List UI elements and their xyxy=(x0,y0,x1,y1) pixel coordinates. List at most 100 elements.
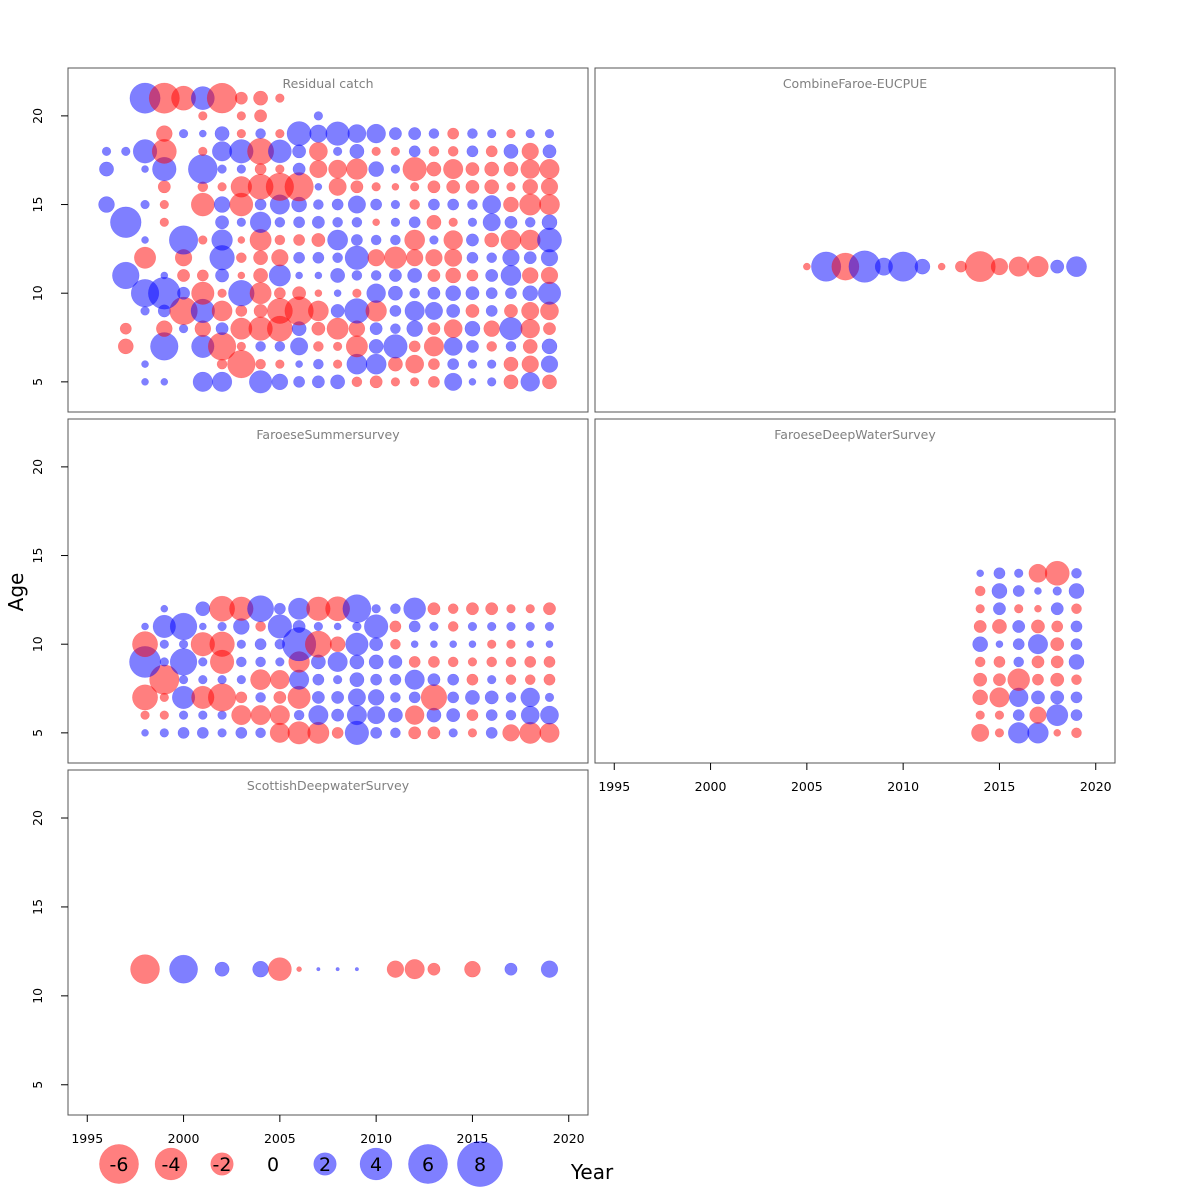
bubble-2008-age-11 xyxy=(333,622,342,631)
bubble-2002-age-21 xyxy=(206,82,238,114)
bubble-2016-age-7 xyxy=(484,690,499,705)
bubble-2002-age-11 xyxy=(215,268,230,283)
bubble-1999-age-19 xyxy=(156,125,173,142)
bubble-2015-age-9 xyxy=(993,656,1006,668)
bubble-2019-age-10 xyxy=(537,281,562,305)
bubble-2003-age-8 xyxy=(236,675,246,685)
bubble-2017-age-5 xyxy=(502,724,520,742)
bubble-2018-age-5 xyxy=(520,372,540,392)
bubble-2013-age-11 xyxy=(429,621,439,632)
bubble-2001-age-17 xyxy=(188,154,218,184)
bubble-2012-age-7 xyxy=(408,340,421,353)
bubble-2019-age-12 xyxy=(543,602,556,616)
bubble-2005-age-11 xyxy=(267,614,292,639)
bubble-2004-age-9 xyxy=(253,303,268,318)
bubble-2012-age-8 xyxy=(406,320,423,337)
bubble-1997-age-18 xyxy=(121,146,131,156)
bubble-2014-age-5 xyxy=(448,728,458,738)
bubble-2015-age-8 xyxy=(464,320,481,337)
bubble-2016-age-14 xyxy=(1014,568,1024,578)
bubble-2016-age-12 xyxy=(485,602,499,616)
bubble-2014-age-7 xyxy=(443,337,463,356)
bubble-2017-age-7 xyxy=(505,341,517,352)
bubble-2007-age-8 xyxy=(311,321,326,336)
bubble-2011-age-14 xyxy=(390,217,401,227)
bubble-1996-age-15 xyxy=(98,196,115,213)
bubble-2002-age-10 xyxy=(217,288,227,298)
bubble-2005-age-14 xyxy=(274,216,286,228)
bubble-2019-age-13 xyxy=(1068,583,1085,599)
panel-title: ScottishDeepwaterSurvey xyxy=(247,778,410,793)
bubble-2006-age-13 xyxy=(293,234,306,246)
bubble-1997-age-14 xyxy=(110,206,142,238)
bubble-2018-age-15 xyxy=(519,193,542,216)
bubble-2007-age-11 xyxy=(314,271,323,280)
bubble-1999-age-9 xyxy=(159,657,169,667)
bubble-2012-age-10 xyxy=(410,640,419,649)
bubble-2009-age-19 xyxy=(347,124,367,143)
bubble-2011-age-5 xyxy=(390,377,401,387)
bubble-2012-age-5 xyxy=(408,726,422,740)
bubble-2019-age-11.5 xyxy=(540,960,559,978)
bubble-2011-age-8 xyxy=(389,673,402,686)
y-tick-label: 20 xyxy=(30,459,45,475)
bubble-2011-age-11 xyxy=(389,620,402,633)
bubble-2008-age-5 xyxy=(330,374,346,390)
bubble-2014-age-13 xyxy=(443,230,463,250)
bubble-2004-age-9 xyxy=(255,656,266,668)
bubble-2017-age-10 xyxy=(506,639,516,649)
bubble-2010-age-12 xyxy=(367,249,385,267)
bubble-2016-age-10 xyxy=(485,287,498,300)
bubble-2007-age-9 xyxy=(308,300,329,322)
bubble-2009-age-10 xyxy=(352,288,362,298)
bubble-2014-age-17 xyxy=(443,159,464,180)
bubble-2019-age-11 xyxy=(540,266,559,285)
bubble-2012-age-9 xyxy=(408,656,421,668)
bubble-2014-age-7 xyxy=(447,691,460,704)
bubble-2012-age-11 xyxy=(408,620,421,633)
bubble-2002-age-11.5 xyxy=(214,961,230,977)
bubble-2007-age-6 xyxy=(308,705,329,726)
bubble-size-legend: -6 -4 -2 0 2 4 6 8 xyxy=(99,1141,503,1187)
bubble-2014-age-10 xyxy=(445,285,462,302)
bubble-2016-age-9 xyxy=(485,305,498,317)
bubble-2018-age-9 xyxy=(524,656,537,668)
bubble-2006-age-6 xyxy=(293,709,305,721)
bubble-2017-age-10 xyxy=(1027,634,1049,655)
bubble-2009-age-7 xyxy=(345,335,368,358)
bubble-2013-age-16 xyxy=(427,180,441,194)
bubble-2002-age-8 xyxy=(215,322,229,336)
legend-label: -4 xyxy=(162,1154,181,1176)
y-tick-label: 15 xyxy=(30,899,45,915)
bubble-2014-age-11 xyxy=(445,267,462,284)
bubble-2017-age-8 xyxy=(499,317,523,341)
bubble-2013-age-8 xyxy=(427,322,441,336)
bubble-2004-age-5 xyxy=(255,727,266,739)
bubble-1998-age-17 xyxy=(141,165,149,173)
panel-frame xyxy=(67,67,589,413)
bubble-2006-age-11 xyxy=(295,271,303,280)
bubble-1997-age-11 xyxy=(112,261,140,290)
y-tick-label: 20 xyxy=(30,810,45,826)
bubble-2002-age-19 xyxy=(214,126,230,142)
bubble-2011-age-11 xyxy=(388,269,402,282)
bubbles xyxy=(129,594,560,745)
bubble-2007-age-11 xyxy=(313,621,324,632)
bubble-2004-age-15 xyxy=(254,198,267,211)
y-tick-label: 5 xyxy=(30,729,45,737)
bubble-2009-age-12 xyxy=(342,594,372,624)
panel-4: FaroeseDeepWaterSurvey 1995 2000 2005 2010 20… xyxy=(594,418,1116,794)
bubble-1999-age-10 xyxy=(148,276,181,310)
bubble-2019-age-14 xyxy=(1071,567,1082,579)
bubble-1998-age-11.5 xyxy=(130,954,160,984)
bubble-2007-age-6 xyxy=(313,358,324,370)
bubble-2013-age-12 xyxy=(425,249,443,267)
bubble-2017-age-12 xyxy=(502,249,520,267)
bubble-2004-age-17 xyxy=(254,163,267,175)
legend-label: -2 xyxy=(213,1154,232,1176)
bubble-2011-age-16 xyxy=(391,182,400,191)
bubble-2017-age-9 xyxy=(505,656,517,668)
bubble-2010-age-17 xyxy=(368,161,384,177)
bubble-2017-age-18 xyxy=(503,143,519,159)
